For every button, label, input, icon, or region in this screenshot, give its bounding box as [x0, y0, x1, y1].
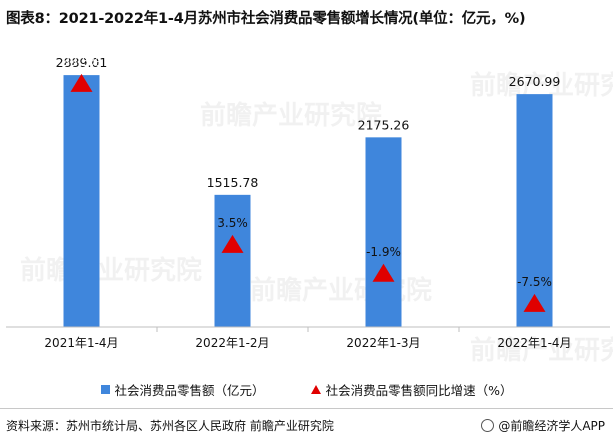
legend-label-retail-sales: 社会消费品零售额（亿元） [114, 383, 265, 398]
x-tick-label: 2022年1-4月 [497, 336, 571, 350]
growth-marker [221, 234, 244, 253]
growth-marker [372, 263, 395, 282]
growth-value-label: -1.9% [366, 245, 401, 259]
legend-bar-swatch [100, 385, 110, 394]
legend: 社会消费品零售额（亿元） 社会消费品零售额同比增速（%） [0, 380, 613, 399]
bar [63, 75, 100, 327]
bar-value-label: 1515.78 [207, 175, 259, 190]
bar [214, 194, 251, 327]
brand: @前瞻经济学人APP [481, 417, 605, 434]
bar-value-label: 2670.99 [509, 74, 561, 89]
bar-value-label: 2889.01 [56, 55, 108, 70]
legend-triangle-swatch [310, 385, 321, 394]
brand-label: @前瞻经济学人APP [498, 419, 605, 433]
growth-value-label: 3.5% [217, 216, 248, 230]
growth-value-label: 33.5% [62, 55, 100, 69]
growth-marker [70, 73, 93, 92]
brand-logo-icon [481, 419, 495, 432]
x-tick-label: 2022年1-2月 [195, 336, 269, 350]
bar [516, 94, 553, 327]
chart-title: 图表8：2021-2022年1-4月苏州市社会消费品零售额增长情况(单位：亿元，… [6, 11, 526, 27]
legend-label-growth-rate: 社会消费品零售额同比增速（%） [325, 383, 513, 398]
source-note: 资料来源：苏州市统计局、苏州各区人民政府 前瞻产业研究院 [6, 419, 334, 433]
footer-divider [0, 408, 613, 409]
legend-item-growth-rate: 社会消费品零售额同比增速（%） [310, 380, 513, 399]
x-tick-label: 2021年1-4月 [44, 336, 118, 350]
x-tick-label: 2022年1-3月 [346, 336, 420, 350]
growth-value-label: -7.5% [517, 275, 552, 289]
bar [365, 137, 402, 327]
legend-item-retail-sales: 社会消费品零售额（亿元） [100, 380, 265, 399]
bar-value-label: 2175.26 [358, 117, 410, 132]
growth-marker [523, 293, 546, 312]
